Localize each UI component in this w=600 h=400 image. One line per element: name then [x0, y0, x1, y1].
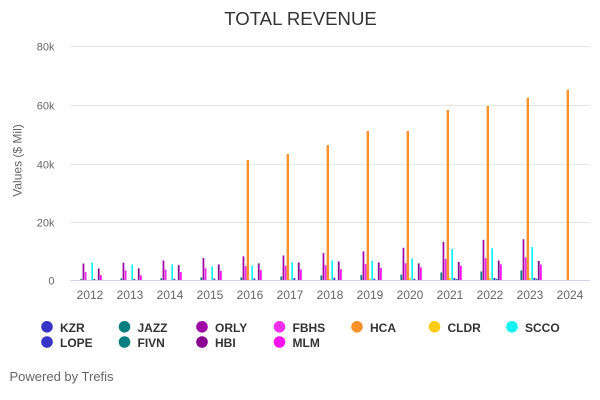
- svg-text:2014: 2014: [157, 288, 184, 302]
- svg-text:TOTAL REVENUE: TOTAL REVENUE: [224, 8, 377, 29]
- svg-text:2017: 2017: [277, 288, 304, 302]
- svg-text:FIVN: FIVN: [138, 336, 165, 350]
- svg-text:2023: 2023: [517, 288, 544, 302]
- svg-text:ORLY: ORLY: [215, 321, 247, 335]
- svg-text:Powered by Trefis: Powered by Trefis: [10, 369, 115, 384]
- svg-text:2012: 2012: [77, 288, 104, 302]
- svg-text:CLDR: CLDR: [448, 321, 482, 335]
- svg-text:2024: 2024: [557, 288, 584, 302]
- svg-text:2022: 2022: [477, 288, 504, 302]
- svg-text:2018: 2018: [317, 288, 344, 302]
- svg-text:40k: 40k: [37, 159, 55, 171]
- svg-text:2020: 2020: [397, 288, 424, 302]
- svg-text:FBHS: FBHS: [293, 321, 326, 335]
- svg-text:2013: 2013: [117, 288, 144, 302]
- svg-text:MLM: MLM: [293, 336, 320, 350]
- svg-text:2019: 2019: [357, 288, 384, 302]
- svg-text:HCA: HCA: [370, 321, 396, 335]
- svg-text:KZR: KZR: [60, 321, 85, 335]
- svg-text:SCCO: SCCO: [525, 321, 560, 335]
- svg-text:80k: 80k: [37, 41, 55, 53]
- svg-text:2021: 2021: [437, 288, 464, 302]
- svg-text:Values ($ Mil): Values ($ Mil): [11, 124, 25, 196]
- svg-text:2015: 2015: [197, 288, 224, 302]
- svg-text:HBI: HBI: [215, 336, 236, 350]
- svg-text:60k: 60k: [37, 100, 55, 112]
- svg-text:2016: 2016: [237, 288, 264, 302]
- svg-text:JAZZ: JAZZ: [138, 321, 168, 335]
- svg-text:0: 0: [48, 275, 54, 287]
- svg-text:20k: 20k: [37, 217, 55, 229]
- svg-text:LOPE: LOPE: [60, 336, 93, 350]
